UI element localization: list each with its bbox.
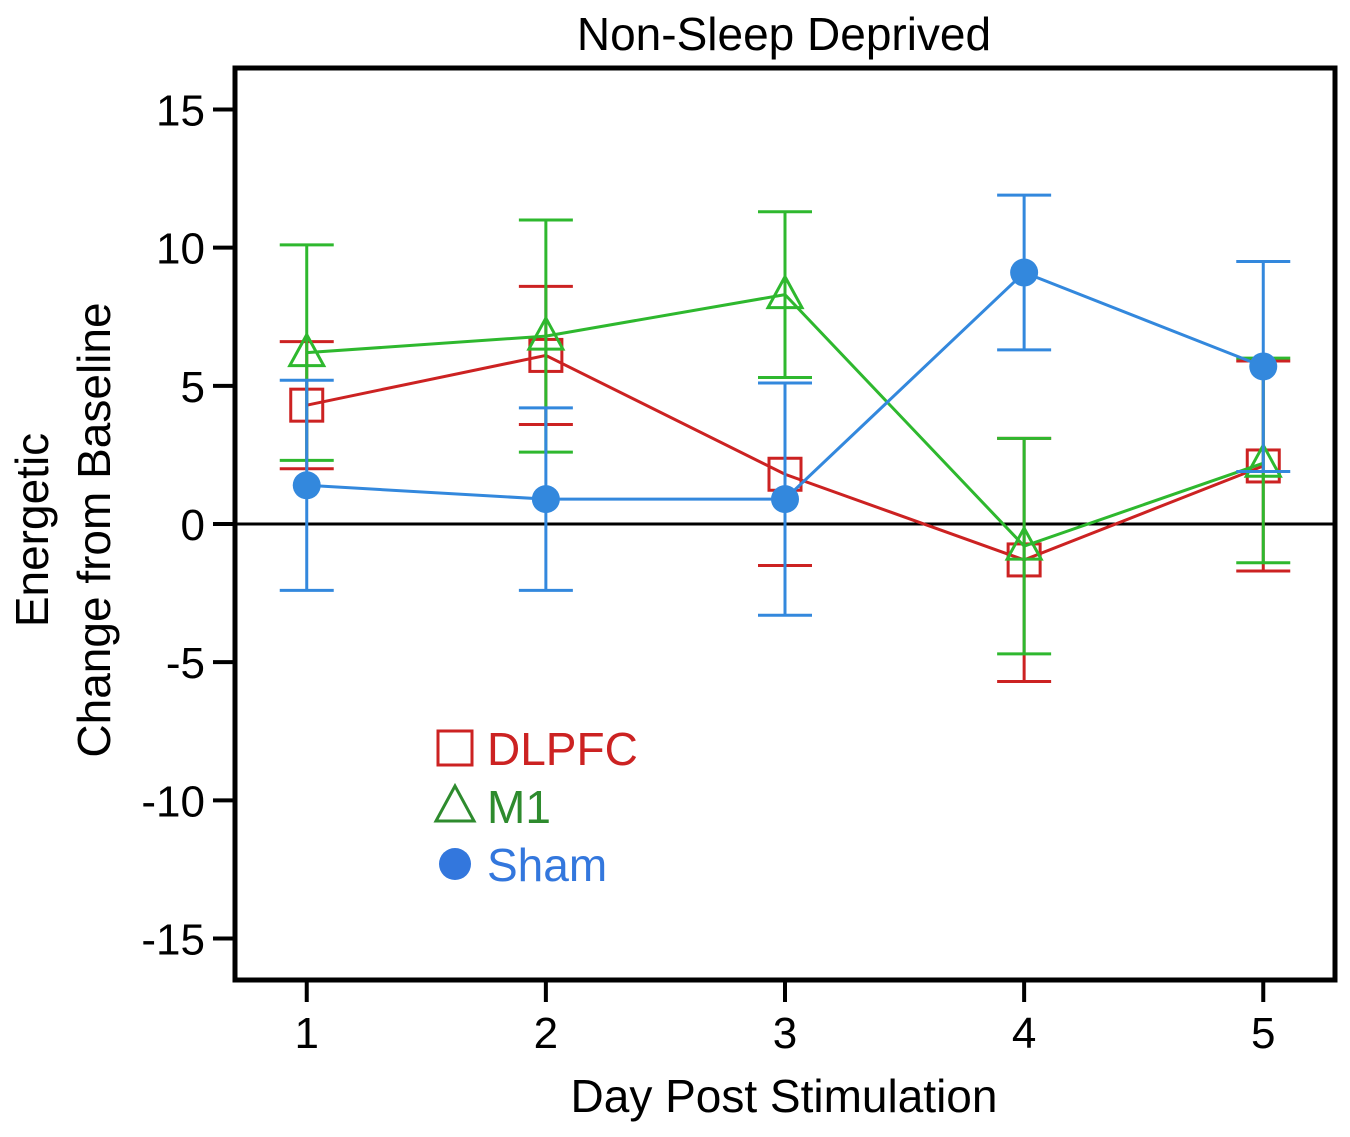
m1-point (1243, 442, 1283, 478)
m1-point (526, 314, 566, 351)
series-layer (235, 193, 1335, 684)
y-tick-label: 0 (181, 501, 205, 550)
x-tick-label: 3 (773, 1009, 797, 1058)
legend-marker-circle (439, 848, 471, 880)
legend-marker-square (436, 729, 474, 767)
m1-point (1004, 524, 1044, 561)
sham-point (531, 485, 560, 514)
y-axis-ticks: 15 10 5 0 -5 -10 -15 (141, 86, 235, 965)
x-axis-ticks: 1 2 3 4 5 (294, 980, 1276, 1058)
sham-point (1249, 352, 1278, 381)
y-tick-label: 10 (156, 225, 205, 274)
legend-label-dlpfc: DLPFC (487, 723, 638, 775)
sham-point (1010, 258, 1039, 287)
y-tick-label: -15 (141, 916, 205, 965)
legend-entry-sham: Sham (439, 839, 607, 891)
y-axis-label-line-1: Energetic (6, 433, 58, 627)
m1-line (306, 293, 1264, 548)
m1-point (765, 273, 805, 310)
y-axis-label-line-2: Change from Baseline (68, 302, 120, 757)
x-tick-label: 4 (1012, 1009, 1036, 1058)
x-tick-label: 1 (294, 1009, 318, 1058)
chart-title: Non-Sleep Deprived (577, 8, 991, 60)
series-sham (279, 193, 1291, 617)
legend: DLPFC M1 Sham (433, 723, 638, 891)
legend-label-sham: Sham (487, 839, 607, 891)
x-tick-label: 2 (534, 1009, 558, 1058)
sham-point (292, 471, 321, 500)
y-tick-label: 5 (181, 363, 205, 412)
y-axis-label: Energetic Change from Baseline (6, 302, 120, 757)
y-tick-label: -10 (141, 777, 205, 826)
plot-frame (232, 65, 1338, 983)
legend-label-m1: M1 (487, 781, 551, 833)
legend-marker-triangle (433, 782, 477, 823)
legend-entry-dlpfc: DLPFC (436, 723, 638, 775)
legend-entry-m1: M1 (433, 781, 551, 833)
m1-point (287, 331, 327, 368)
sham-point (771, 485, 799, 514)
x-axis-label: Day Post Stimulation (571, 1070, 998, 1122)
y-tick-label: 15 (156, 86, 205, 135)
x-tick-label: 5 (1251, 1009, 1275, 1058)
y-tick-label: -5 (166, 639, 205, 688)
